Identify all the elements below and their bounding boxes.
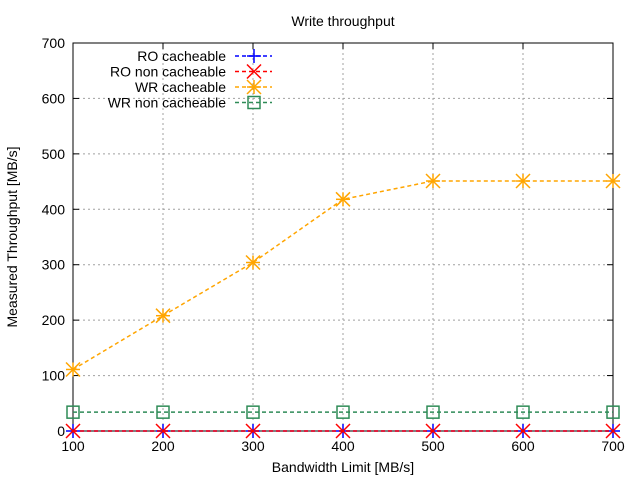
chart-title: Write throughput: [291, 13, 394, 29]
y-tick-label: 300: [42, 257, 66, 273]
data-point-wr-non-cacheable: [156, 405, 170, 419]
legend-item-wr-cacheable: WR cacheable: [135, 79, 272, 95]
data-point-ro-non-cacheable: [335, 423, 351, 439]
data-point-ro-non-cacheable: [245, 423, 261, 439]
data-point-ro-non-cacheable: [515, 423, 531, 439]
data-point-wr-cacheable: [155, 308, 171, 324]
data-point-wr-non-cacheable: [426, 405, 440, 419]
data-point-wr-cacheable: [335, 191, 351, 207]
legend-item-ro-non-cacheable: RO non cacheable: [110, 64, 272, 80]
legend-marker: [247, 95, 261, 110]
data-point-ro-non-cacheable: [425, 423, 441, 439]
y-tick-label: 700: [42, 35, 66, 51]
y-tick-label: 600: [42, 90, 66, 106]
legend-marker: [246, 79, 262, 95]
data-point-wr-non-cacheable: [336, 405, 350, 419]
y-tick-label: 100: [42, 368, 66, 384]
x-tick-label: 500: [421, 438, 445, 454]
data-point-wr-non-cacheable: [606, 405, 620, 419]
x-tick-label: 600: [511, 438, 535, 454]
data-point-ro-non-cacheable: [605, 423, 621, 439]
data-point-wr-cacheable: [425, 173, 441, 189]
axes: 100 200 300 400 500 600 7000100200300400500600…: [42, 35, 625, 454]
data-point-wr-non-cacheable: [516, 405, 530, 419]
data-point-ro-non-cacheable: [65, 423, 81, 439]
y-tick-label: 0: [57, 423, 65, 439]
legend-item-wr-non-cacheable: WR non cacheable: [108, 95, 272, 111]
data-point-ro-non-cacheable: [155, 423, 171, 439]
data-point-wr-non-cacheable: [246, 405, 260, 419]
y-axis-label: Measured Throughput [MB/s]: [4, 146, 20, 327]
series-group: [65, 173, 621, 439]
x-axis-label: Bandwidth Limit [MB/s]: [272, 459, 414, 475]
x-tick-label: 200: [151, 438, 175, 454]
data-point-wr-cacheable: [65, 361, 81, 378]
legend-label: RO cacheable: [137, 48, 226, 64]
y-tick-label: 500: [42, 146, 66, 162]
legend-label: WR non cacheable: [108, 95, 227, 111]
x-tick-label: 400: [331, 438, 355, 454]
legend-label: WR cacheable: [135, 79, 226, 95]
x-tick-label: 300: [241, 438, 265, 454]
legend-item-ro-cacheable: RO cacheable: [137, 48, 272, 64]
legend-label: RO non cacheable: [110, 64, 226, 80]
y-tick-label: 400: [42, 201, 66, 217]
data-point-wr-non-cacheable: [66, 405, 80, 419]
data-point-wr-cacheable: [515, 173, 531, 189]
y-tick-label: 200: [42, 312, 66, 328]
data-point-wr-cacheable: [605, 173, 621, 189]
x-tick-label: 700: [601, 438, 625, 454]
legend-marker: [247, 49, 261, 63]
x-tick-label: 100: [61, 438, 85, 454]
data-point-wr-cacheable: [245, 254, 261, 271]
legend-marker: [246, 63, 262, 80]
